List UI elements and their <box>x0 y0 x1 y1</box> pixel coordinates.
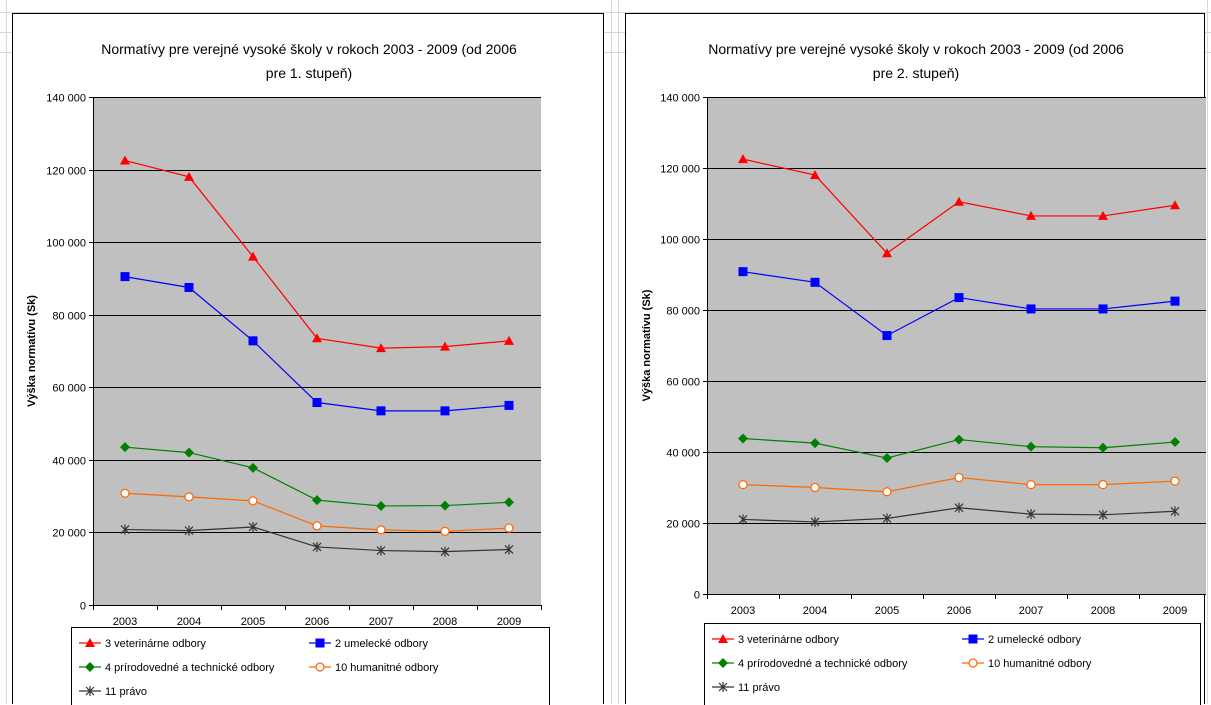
data-point <box>1099 481 1107 489</box>
x-tick-label: 2009 <box>497 616 521 628</box>
y-tick-label: 140 000 <box>660 93 700 105</box>
data-point <box>505 524 513 532</box>
y-tick-label: 120 000 <box>660 164 700 176</box>
data-point <box>1171 477 1179 485</box>
chart-svg: Normatívy pre verejné vysoké školy v rok… <box>626 14 1206 705</box>
y-axis-label: Výška normatívu (Sk) <box>641 289 653 401</box>
x-tick-label: 2009 <box>1163 605 1187 617</box>
data-point <box>1099 304 1108 313</box>
data-point <box>739 481 747 489</box>
y-tick-label: 60 000 <box>666 377 700 389</box>
legend-item: 4 prírodovedné a technické odbory <box>712 658 908 670</box>
legend-item: 4 prírodovedné a technické odbory <box>79 662 275 674</box>
chart-left: Normatívy pre verejné vysoké školy v rok… <box>12 13 604 704</box>
chart-title-line-2: pre 1. stupeň) <box>266 65 352 81</box>
y-tick-label: 80 000 <box>52 311 86 323</box>
legend-marker <box>316 639 325 648</box>
x-tick-label: 2008 <box>1091 605 1115 617</box>
data-point <box>1027 481 1035 489</box>
legend-label: 2 umelecké odbory <box>988 634 1081 646</box>
data-point <box>955 474 963 482</box>
data-point <box>1171 297 1180 306</box>
x-tick-label: 2006 <box>947 605 971 617</box>
legend-marker <box>969 659 977 667</box>
y-tick-label: 0 <box>80 601 86 613</box>
y-axis-label: Výška normatívu (Sk) <box>26 295 38 407</box>
data-point <box>377 406 386 415</box>
data-point <box>441 527 449 535</box>
data-point <box>505 401 514 410</box>
plot-area <box>707 97 1206 594</box>
data-point <box>883 331 892 340</box>
legend-marker <box>316 663 324 671</box>
chart-title-line-1: Normatívy pre verejné vysoké školy v rok… <box>101 41 517 57</box>
data-point <box>249 336 258 345</box>
x-tick-label: 2008 <box>433 616 457 628</box>
y-tick-label: 40 000 <box>52 456 86 468</box>
data-point <box>121 272 130 281</box>
legend-marker <box>969 635 978 644</box>
data-point <box>313 522 321 530</box>
x-tick-label: 2005 <box>241 616 265 628</box>
data-point <box>811 278 820 287</box>
x-tick-label: 2004 <box>803 605 827 617</box>
y-tick-label: 0 <box>694 590 700 602</box>
chart-title-line-1: Normatívy pre verejné vysoké školy v rok… <box>708 41 1124 57</box>
data-point <box>883 488 891 496</box>
y-tick-label: 60 000 <box>52 383 86 395</box>
data-point <box>811 484 819 492</box>
chart-right: Normatívy pre verejné vysoké školy v rok… <box>625 13 1205 704</box>
y-tick-label: 40 000 <box>666 448 700 460</box>
legend-label: 10 humanitné odbory <box>335 662 439 674</box>
data-point <box>739 267 748 276</box>
y-tick-label: 20 000 <box>666 519 700 531</box>
legend-label: 4 prírodovedné a technické odbory <box>738 658 908 670</box>
x-tick-label: 2003 <box>731 605 755 617</box>
legend-label: 10 humanitné odbory <box>988 658 1092 670</box>
x-tick-label: 2004 <box>177 616 201 628</box>
data-point <box>313 398 322 407</box>
y-tick-label: 120 000 <box>46 166 86 178</box>
y-tick-label: 100 000 <box>660 235 700 247</box>
data-point <box>121 489 129 497</box>
x-tick-label: 2007 <box>1019 605 1043 617</box>
data-point <box>249 497 257 505</box>
x-tick-label: 2007 <box>369 616 393 628</box>
chart-title-line-2: pre 2. stupeň) <box>873 65 959 81</box>
data-point <box>955 293 964 302</box>
y-tick-label: 80 000 <box>666 306 700 318</box>
legend-label: 3 veterinárne odbory <box>105 638 206 650</box>
legend-label: 3 veterinárne odbory <box>738 634 839 646</box>
data-point <box>377 526 385 534</box>
x-tick-label: 2005 <box>875 605 899 617</box>
data-point <box>1027 304 1036 313</box>
y-tick-label: 20 000 <box>52 528 86 540</box>
legend-label: 11 právo <box>105 686 147 698</box>
x-tick-label: 2003 <box>113 616 137 628</box>
legend-label: 2 umelecké odbory <box>335 638 428 650</box>
data-point <box>185 493 193 501</box>
legend-label: 11 právo <box>738 682 780 694</box>
y-tick-label: 140 000 <box>46 93 86 105</box>
y-tick-label: 100 000 <box>46 238 86 250</box>
chart-svg: Normatívy pre verejné vysoké školy v rok… <box>13 14 605 705</box>
data-point <box>441 406 450 415</box>
data-point <box>185 283 194 292</box>
legend-label: 4 prírodovedné a technické odbory <box>105 662 275 674</box>
x-tick-label: 2006 <box>305 616 329 628</box>
